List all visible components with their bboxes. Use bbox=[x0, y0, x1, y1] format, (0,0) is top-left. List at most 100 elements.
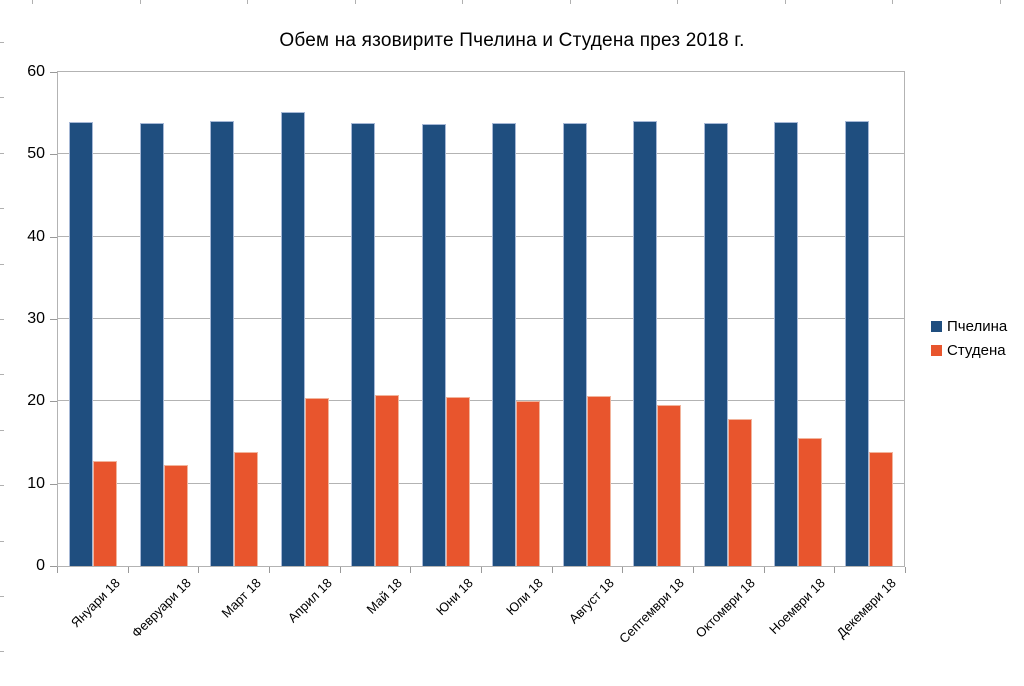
bar-Студена-7 bbox=[516, 401, 541, 566]
y-axis-tick bbox=[50, 236, 57, 238]
y-axis-tick bbox=[50, 566, 57, 567]
bar-group-8 bbox=[552, 72, 623, 566]
x-axis-tick bbox=[693, 567, 694, 573]
bar-Студена-12 bbox=[868, 451, 893, 566]
edge-mark bbox=[0, 596, 4, 597]
edge-mark bbox=[0, 42, 4, 43]
legend-item-Студена: Студена bbox=[931, 343, 1007, 358]
bar-Пчелина-7 bbox=[492, 123, 517, 566]
edge-mark bbox=[0, 208, 4, 209]
y-gridline bbox=[58, 482, 904, 484]
x-axis-tick bbox=[551, 567, 553, 573]
edge-mark bbox=[0, 97, 4, 98]
bar-Пчелина-8 bbox=[562, 123, 587, 566]
edge-mark bbox=[32, 0, 33, 4]
chart-title: Обем на язовирите Пчелина и Студена през… bbox=[279, 30, 745, 51]
bar-Студена-3 bbox=[234, 451, 259, 566]
bar-Студена-5 bbox=[375, 394, 400, 566]
bar-Студена-8 bbox=[586, 395, 611, 566]
bar-group-11 bbox=[763, 72, 834, 566]
bar-Студена-2 bbox=[163, 464, 188, 566]
edge-mark bbox=[247, 0, 248, 4]
bar-group-7 bbox=[481, 72, 552, 566]
y-axis-tick bbox=[50, 319, 57, 320]
bar-group-3 bbox=[199, 72, 270, 566]
bar-Студена-9 bbox=[657, 405, 682, 566]
bar-Студена-4 bbox=[304, 398, 329, 566]
x-axis-tick bbox=[622, 567, 624, 573]
y-axis-label: 20 bbox=[27, 392, 45, 410]
edge-mark bbox=[462, 0, 463, 4]
y-gridline bbox=[58, 235, 904, 237]
x-axis-tick bbox=[834, 567, 836, 573]
bar-group-2 bbox=[129, 72, 200, 566]
edge-mark bbox=[355, 0, 356, 4]
edge-mark bbox=[0, 651, 4, 652]
bar-Пчелина-6 bbox=[421, 123, 446, 566]
bar-group-4 bbox=[270, 72, 341, 566]
y-axis-label: 30 bbox=[27, 310, 45, 327]
legend-item-Пчелина: Пчелина bbox=[931, 319, 1007, 334]
bar-Пчелина-5 bbox=[351, 123, 376, 566]
y-axis-label: 40 bbox=[27, 227, 45, 245]
y-axis-tick bbox=[50, 154, 57, 156]
x-axis-tick bbox=[57, 567, 58, 573]
bar-Студена-1 bbox=[93, 461, 118, 566]
x-axis-tick bbox=[905, 567, 906, 573]
edge-mark bbox=[0, 319, 4, 320]
bar-Пчелина-3 bbox=[210, 120, 235, 566]
bar-group-6 bbox=[411, 72, 482, 566]
y-gridline bbox=[58, 400, 904, 402]
legend-swatch-icon bbox=[931, 345, 942, 356]
y-axis-tick bbox=[50, 401, 57, 403]
legend: Пчелина Студена bbox=[931, 319, 1007, 367]
x-axis-tick bbox=[481, 567, 482, 573]
edge-mark bbox=[677, 0, 678, 4]
y-axis-tick bbox=[50, 72, 57, 73]
edge-mark bbox=[140, 0, 141, 4]
bar-Студена-10 bbox=[727, 419, 752, 566]
edge-mark bbox=[892, 0, 893, 4]
edge-mark bbox=[0, 485, 4, 486]
edge-mark bbox=[0, 153, 4, 154]
bar-Студена-6 bbox=[445, 397, 470, 566]
edge-mark bbox=[570, 0, 571, 4]
plot-area bbox=[57, 71, 905, 567]
legend-swatch-icon bbox=[931, 321, 942, 332]
bar-group-9 bbox=[622, 72, 693, 566]
legend-label: Студена bbox=[947, 342, 1006, 359]
y-axis-label: 50 bbox=[27, 145, 45, 163]
bar-group-10 bbox=[693, 72, 764, 566]
x-axis-tick bbox=[339, 567, 341, 573]
bar-Пчелина-12 bbox=[844, 121, 869, 566]
edge-mark bbox=[785, 0, 786, 4]
edge-mark bbox=[1000, 0, 1001, 4]
edge-mark bbox=[0, 374, 4, 375]
edge-mark bbox=[0, 541, 4, 542]
bar-Пчелина-11 bbox=[774, 122, 799, 566]
bar-Студена-11 bbox=[798, 437, 823, 566]
y-gridline bbox=[58, 318, 904, 319]
x-axis-tick bbox=[269, 567, 270, 573]
bar-Пчелина-10 bbox=[703, 123, 728, 566]
bar-Пчелина-9 bbox=[633, 121, 658, 566]
edge-mark bbox=[0, 264, 4, 265]
y-axis-label: 10 bbox=[27, 474, 45, 492]
y-axis-label: 60 bbox=[27, 63, 45, 80]
x-axis-tick bbox=[410, 567, 412, 573]
bar-Пчелина-4 bbox=[280, 112, 305, 566]
bar-group-12 bbox=[834, 72, 905, 566]
y-gridline bbox=[58, 153, 904, 155]
bar-group-5 bbox=[340, 72, 411, 566]
x-axis-tick bbox=[198, 567, 200, 573]
x-axis-tick bbox=[127, 567, 129, 573]
edge-mark bbox=[0, 430, 4, 431]
y-axis-tick bbox=[50, 483, 57, 485]
bar-Пчелина-2 bbox=[139, 123, 164, 566]
bar-group-1 bbox=[58, 72, 129, 566]
x-axis-label: Декември 18 bbox=[833, 575, 899, 641]
y-axis-label: 0 bbox=[36, 557, 45, 574]
bar-Пчелина-1 bbox=[69, 122, 94, 566]
legend-label: Пчелина bbox=[947, 318, 1008, 335]
